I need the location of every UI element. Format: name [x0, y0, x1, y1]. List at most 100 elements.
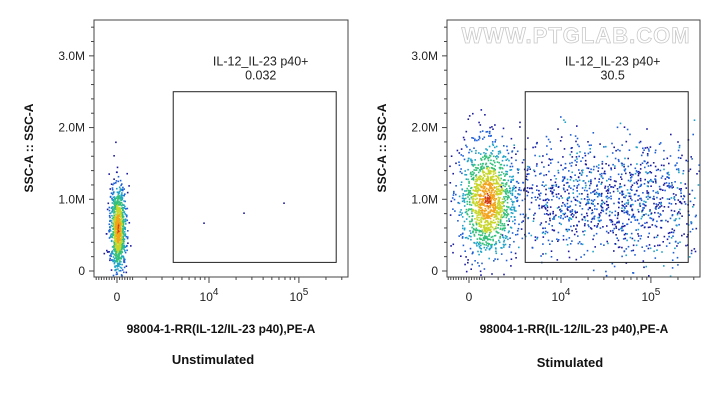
event-point [598, 178, 601, 180]
event-point [471, 212, 473, 214]
event-point [572, 216, 574, 218]
event-point [119, 250, 121, 253]
event-point [497, 221, 500, 224]
event-point [611, 211, 613, 214]
event-point [599, 173, 601, 176]
event-point [472, 209, 475, 211]
event-point [478, 199, 481, 202]
event-point [613, 250, 615, 252]
event-point [111, 246, 114, 248]
event-point [504, 156, 507, 158]
event-point [500, 184, 502, 186]
event-point [503, 198, 506, 200]
event-point [545, 252, 547, 255]
event-point [115, 219, 117, 222]
event-point [578, 169, 580, 171]
event-point [552, 210, 554, 213]
event-point [671, 259, 674, 261]
event-point [486, 197, 489, 200]
event-point [495, 156, 497, 158]
event-point [109, 188, 112, 190]
event-point [523, 168, 526, 171]
event-point [695, 214, 697, 217]
event-point [474, 204, 477, 207]
event-point [489, 126, 491, 129]
event-point [576, 195, 579, 198]
event-point [647, 148, 650, 150]
event-point [579, 172, 581, 174]
event-point [630, 163, 632, 166]
event-point [114, 247, 117, 249]
event-point [614, 167, 616, 169]
event-point [630, 176, 633, 178]
event-point [123, 238, 126, 241]
event-point [672, 231, 675, 234]
event-point [456, 149, 459, 152]
event-point [493, 186, 496, 188]
watermark-text: WWW.PTGLAB.COM [461, 23, 690, 48]
event-point [490, 236, 493, 238]
event-point [481, 179, 484, 181]
event-point [461, 212, 463, 214]
event-point [118, 252, 121, 255]
event-point [487, 222, 489, 224]
event-point [694, 197, 696, 199]
event-point [457, 201, 459, 204]
event-point [115, 171, 118, 173]
event-point [495, 241, 497, 243]
event-point [480, 216, 483, 219]
event-point [119, 216, 121, 218]
event-point [678, 201, 681, 203]
event-point [683, 201, 686, 203]
event-point [625, 202, 628, 204]
event-point [513, 210, 516, 212]
event-point [113, 246, 115, 248]
event-point [482, 162, 484, 165]
event-point [485, 172, 487, 175]
event-point [516, 180, 518, 183]
event-point [563, 188, 565, 191]
event-point [629, 195, 632, 198]
event-point [114, 198, 116, 200]
event-point [647, 180, 649, 183]
event-point [130, 245, 132, 247]
event-point [635, 229, 637, 231]
event-point [586, 202, 588, 205]
event-point [506, 173, 508, 175]
event-point [620, 173, 623, 176]
event-point [510, 137, 513, 140]
event-point [672, 235, 674, 237]
event-point [485, 131, 488, 133]
event-point [498, 192, 500, 195]
event-point [126, 214, 128, 217]
event-point [111, 225, 114, 228]
event-point [496, 231, 499, 234]
event-point [470, 268, 472, 270]
event-point [488, 189, 490, 192]
event-point [484, 157, 486, 160]
event-point [480, 207, 482, 209]
event-point [491, 126, 493, 128]
event-point [498, 207, 500, 209]
event-point [665, 245, 668, 247]
event-point [639, 177, 642, 180]
event-point [492, 202, 495, 205]
event-point [639, 171, 641, 174]
event-point [649, 180, 651, 182]
event-point [598, 164, 600, 166]
event-point [493, 197, 496, 199]
event-point [631, 184, 634, 186]
event-point [498, 166, 501, 169]
event-point [526, 169, 529, 172]
event-point [122, 225, 124, 228]
event-point [669, 231, 671, 234]
event-point [595, 193, 597, 195]
event-point [586, 167, 588, 169]
event-point [116, 265, 119, 267]
event-point [501, 229, 504, 231]
event-point [513, 206, 515, 209]
event-point [478, 178, 480, 181]
x-tick-label: 104 [552, 287, 571, 304]
event-point [598, 181, 600, 183]
event-point [514, 219, 516, 221]
